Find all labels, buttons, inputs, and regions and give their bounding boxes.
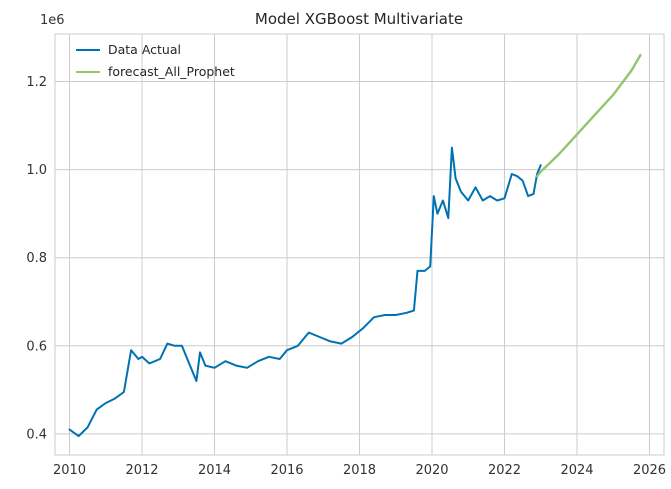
y-tick-label: 0.4 xyxy=(26,427,47,442)
y-tick-label: 0.6 xyxy=(26,339,47,354)
x-tick-label: 2026 xyxy=(633,463,666,478)
series-line-forecast-all-prophet xyxy=(535,53,642,178)
y-axis-offset-label: 1e6 xyxy=(40,13,65,28)
x-tick-label: 2010 xyxy=(53,463,86,478)
legend-label-forecast: forecast_All_Prophet xyxy=(108,64,235,79)
y-axis-ticks: 0.4 0.6 0.8 1.0 1.2 xyxy=(26,75,47,442)
grid-lines xyxy=(55,34,664,455)
x-tick-label: 2012 xyxy=(125,463,158,478)
y-tick-label: 1.2 xyxy=(26,75,47,90)
x-tick-label: 2020 xyxy=(415,463,448,478)
x-tick-label: 2022 xyxy=(488,463,521,478)
y-tick-label: 0.8 xyxy=(26,251,47,266)
x-axis-ticks: 2010 2012 2014 2016 2018 2020 2022 2024 2026 xyxy=(53,463,666,478)
plot-frame xyxy=(54,33,665,456)
series-lines xyxy=(68,53,642,438)
x-tick-label: 2016 xyxy=(270,463,303,478)
legend-label-data-actual: Data Actual xyxy=(108,42,181,57)
chart-title: Model XGBoost Multivariate xyxy=(255,10,463,28)
legend: Data Actual forecast_All_Prophet xyxy=(76,42,235,79)
y-tick-label: 1.0 xyxy=(26,163,47,178)
x-tick-label: 2018 xyxy=(343,463,376,478)
x-tick-label: 2024 xyxy=(560,463,593,478)
x-tick-label: 2014 xyxy=(198,463,231,478)
series-line-data-actual xyxy=(68,146,542,438)
